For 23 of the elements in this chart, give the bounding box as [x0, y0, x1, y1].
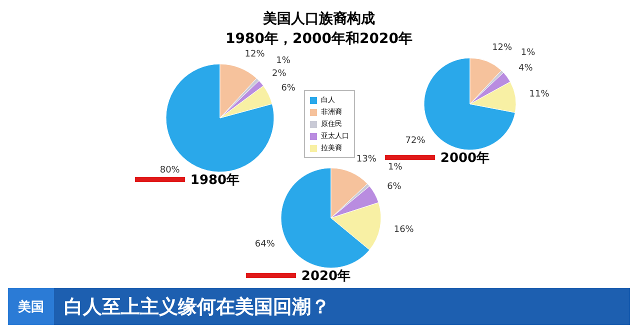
data-label: 64% [254, 239, 276, 250]
data-label: 16% [394, 224, 414, 235]
chart-subtitle: 1980年，2000年和2020年 [226, 31, 412, 47]
pie-slice [424, 58, 516, 150]
data-label: 13% [356, 154, 377, 164]
chart-title: 美国人口族裔构成 [262, 10, 376, 28]
text: 1980年 [190, 173, 240, 188]
data-label: 4% [518, 64, 534, 74]
data-label: 6% [281, 83, 296, 94]
text: 美国 [8, 288, 54, 325]
data-label: 80% [160, 165, 180, 176]
text: 2020年 [300, 268, 352, 285]
data-label: 1% [276, 56, 291, 66]
data-label: 6% [387, 182, 402, 192]
text: 白人至上主义缘何在美国回潮？ [63, 294, 331, 320]
data-label: 72% [405, 136, 426, 146]
data-label: 11% [529, 90, 550, 100]
data-label: 12% [244, 50, 266, 60]
data-label: 1% [388, 162, 403, 173]
data-label: 1% [520, 48, 536, 58]
data-label: 12% [492, 43, 513, 54]
text: 2000年 [440, 151, 490, 166]
data-label: 2% [272, 69, 287, 80]
